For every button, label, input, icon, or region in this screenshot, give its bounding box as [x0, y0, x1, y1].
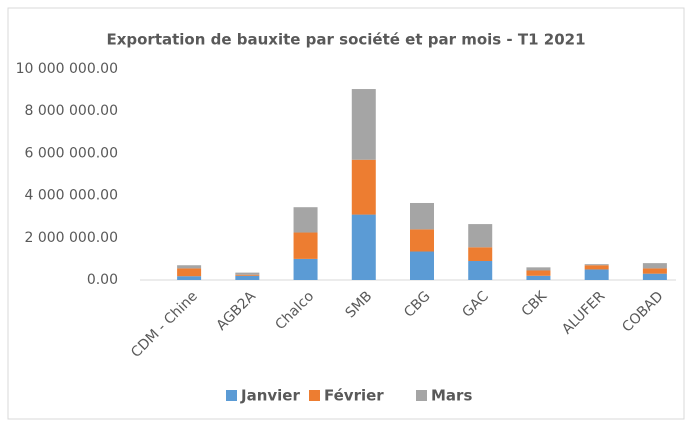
legend-label: Février — [324, 387, 384, 405]
bar-segment — [642, 268, 667, 274]
bar-segment — [351, 214, 376, 280]
bar-segment — [410, 202, 434, 230]
chart-frame — [7, 7, 685, 420]
bar-segment — [410, 251, 434, 280]
y-tick-label: 10 000 000.00 — [16, 61, 118, 77]
bar-segment — [351, 159, 376, 215]
bar-segment — [468, 247, 493, 262]
bar-segment — [235, 272, 260, 275]
legend-label: Mars — [431, 387, 472, 405]
legend-swatch — [309, 390, 320, 401]
y-tick-label: 0.00 — [87, 272, 118, 288]
bar-segment — [351, 89, 376, 160]
bar-segment — [177, 268, 202, 277]
legend-swatch — [416, 390, 427, 401]
bar-segment — [293, 258, 318, 280]
y-tick-label: 4 000 000.00 — [24, 188, 118, 204]
bar-segment — [584, 264, 609, 266]
chart-title: Exportation de bauxite par société et pa… — [106, 31, 585, 49]
bar-segment — [293, 207, 318, 233]
bar-segment — [293, 232, 318, 259]
bar-segment — [235, 275, 260, 280]
legend-swatch — [226, 390, 237, 401]
bar-segment — [410, 229, 434, 252]
bar-segment — [526, 267, 551, 271]
bar-segment — [526, 275, 551, 280]
bar-segment — [468, 261, 493, 280]
y-tick-label: 8 000 000.00 — [24, 103, 118, 119]
bar-segment — [177, 265, 202, 269]
bar-segment — [526, 270, 551, 276]
y-tick-label: 6 000 000.00 — [24, 145, 118, 161]
bar-segment — [584, 265, 609, 270]
legend-label: Janvier — [240, 387, 300, 405]
y-tick-label: 2 000 000.00 — [24, 230, 118, 246]
bar-segment — [584, 269, 609, 280]
bar-segment — [642, 273, 667, 280]
bar-segment — [177, 276, 202, 280]
bar-segment — [235, 274, 260, 276]
bar-segment — [642, 263, 667, 269]
bar-segment — [468, 224, 493, 248]
